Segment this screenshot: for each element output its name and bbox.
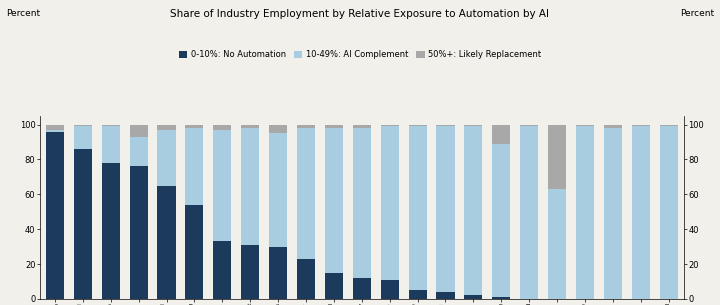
Bar bbox=[548, 189, 566, 299]
Bar bbox=[548, 125, 566, 189]
Bar bbox=[269, 133, 287, 247]
Bar bbox=[520, 126, 539, 299]
Bar bbox=[353, 125, 371, 128]
Bar bbox=[102, 126, 120, 163]
Bar bbox=[297, 259, 315, 299]
Bar bbox=[269, 125, 287, 133]
Bar bbox=[353, 278, 371, 299]
Bar bbox=[213, 241, 231, 299]
Bar bbox=[464, 126, 482, 296]
Bar bbox=[464, 296, 482, 299]
Bar bbox=[130, 137, 148, 167]
Bar bbox=[241, 128, 259, 245]
Bar bbox=[185, 125, 204, 128]
Bar bbox=[325, 125, 343, 128]
Bar bbox=[241, 125, 259, 128]
Bar bbox=[631, 126, 650, 299]
Bar bbox=[492, 125, 510, 144]
Bar bbox=[102, 163, 120, 299]
Bar bbox=[353, 128, 371, 278]
Bar bbox=[73, 125, 92, 126]
Bar bbox=[213, 125, 231, 130]
Bar bbox=[604, 125, 622, 128]
Bar bbox=[158, 125, 176, 130]
Bar bbox=[325, 273, 343, 299]
Text: Share of Industry Employment by Relative Exposure to Automation by AI: Share of Industry Employment by Relative… bbox=[171, 9, 549, 19]
Bar bbox=[269, 247, 287, 299]
Bar bbox=[408, 290, 427, 299]
Bar bbox=[576, 125, 594, 126]
Bar bbox=[381, 126, 399, 280]
Bar bbox=[130, 167, 148, 299]
Bar bbox=[381, 125, 399, 126]
Bar bbox=[46, 125, 64, 130]
Bar bbox=[436, 292, 454, 299]
Bar bbox=[408, 125, 427, 126]
Bar bbox=[325, 128, 343, 273]
Text: Percent: Percent bbox=[6, 9, 40, 18]
Bar bbox=[492, 144, 510, 297]
Bar bbox=[158, 130, 176, 186]
Bar bbox=[130, 125, 148, 137]
Bar bbox=[73, 149, 92, 299]
Bar bbox=[436, 125, 454, 126]
Bar bbox=[73, 126, 92, 149]
Bar bbox=[158, 186, 176, 299]
Bar bbox=[46, 130, 64, 131]
Bar bbox=[297, 125, 315, 128]
Bar bbox=[46, 131, 64, 299]
Bar bbox=[102, 125, 120, 126]
Bar bbox=[604, 128, 622, 299]
Bar bbox=[520, 125, 539, 126]
Bar bbox=[436, 126, 454, 292]
Bar bbox=[185, 128, 204, 205]
Bar bbox=[241, 245, 259, 299]
Bar bbox=[576, 126, 594, 299]
Bar bbox=[408, 126, 427, 290]
Bar bbox=[492, 297, 510, 299]
Text: Percent: Percent bbox=[680, 9, 714, 18]
Bar bbox=[213, 130, 231, 241]
Bar bbox=[297, 128, 315, 259]
Bar bbox=[185, 205, 204, 299]
Bar bbox=[660, 125, 678, 126]
Bar bbox=[660, 126, 678, 299]
Bar bbox=[464, 125, 482, 126]
Legend: 0-10%: No Automation, 10-49%: AI Complement, 50%+: Likely Replacement: 0-10%: No Automation, 10-49%: AI Complem… bbox=[176, 47, 544, 63]
Bar bbox=[631, 125, 650, 126]
Bar bbox=[381, 280, 399, 299]
